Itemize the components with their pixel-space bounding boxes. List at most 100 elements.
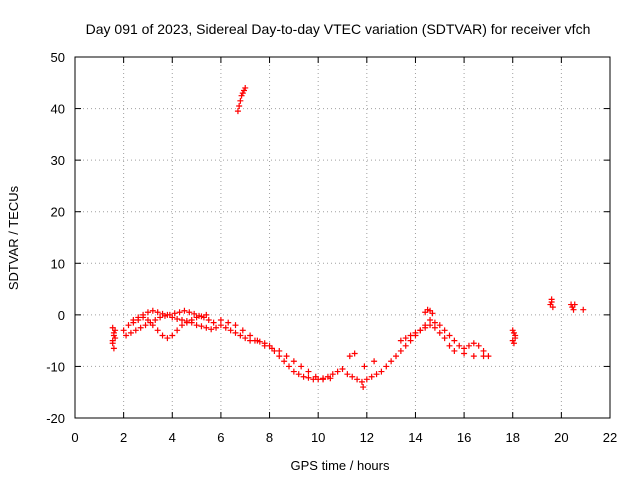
data-point [371,358,378,365]
data-point [548,296,555,303]
data-point [361,363,368,370]
data-point [109,337,116,344]
data-point [402,335,409,342]
data-point [174,315,181,322]
data-point [149,322,156,329]
data-point [127,329,134,336]
data-point [465,342,472,349]
x-tick-label: 14 [408,430,422,445]
data-point [300,373,307,380]
data-point [446,332,453,339]
y-tick-label: 0 [58,308,65,323]
data-point [144,317,151,324]
data-point [358,378,365,385]
data-point [327,375,334,382]
data-point [422,324,429,331]
data-point [154,327,161,334]
data-point [378,368,385,375]
data-point [305,374,312,381]
data-point [397,347,404,354]
data-point [407,337,414,344]
data-point [247,332,254,339]
data-point [144,309,151,316]
data-point [237,332,244,339]
data-point [429,310,436,317]
x-tick-label: 10 [311,430,325,445]
data-point [123,332,130,339]
data-point [120,327,127,334]
data-point [427,317,434,324]
y-axis-label: SDTVAR / TECUs [6,185,21,290]
data-point [276,353,283,360]
data-point [512,335,519,342]
data-point [436,329,443,336]
data-point [142,322,149,329]
data-point [344,371,351,378]
y-tick-label: 30 [51,153,65,168]
data-point [276,347,283,354]
data-point [346,353,353,360]
y-tick-label: 40 [51,102,65,117]
data-point [461,350,468,357]
data-point [388,358,395,365]
data-point [183,319,190,326]
data-point [159,332,166,339]
data-point [193,314,200,321]
data-point [571,301,578,308]
data-point [441,327,448,334]
grid-lines [75,57,610,418]
data-point [236,102,243,109]
data-point [110,332,117,339]
data-point [198,313,205,320]
y-tick-label: 20 [51,205,65,220]
x-tick-label: 20 [554,430,568,445]
data-point [217,322,224,329]
data-point [402,342,409,349]
data-point [397,337,404,344]
data-point [281,358,288,365]
data-point [110,345,117,352]
data-point [383,363,390,370]
data-point [283,353,290,360]
data-point [549,304,556,311]
data-point [188,317,195,324]
data-point [261,342,268,349]
x-tick-label: 12 [360,430,374,445]
x-tick-label: 4 [169,430,176,445]
data-point [475,342,482,349]
data-point [154,309,161,316]
data-point [171,310,178,317]
data-point [164,335,171,342]
data-point [268,345,275,352]
data-point [295,371,302,378]
data-point [431,324,438,331]
data-point [570,306,577,313]
data-point [232,322,239,329]
data-point [137,324,144,331]
x-tick-label: 0 [71,430,78,445]
data-point [510,340,517,347]
x-tick-label: 2 [120,430,127,445]
data-point [349,373,356,380]
data-point [480,353,487,360]
data-point [436,322,443,329]
data-point [125,322,132,329]
data-point [198,323,205,330]
data-point [456,342,463,349]
data-point [203,311,210,318]
data-point [393,353,399,360]
data-point [225,319,232,326]
data-point [451,347,458,354]
data-point [480,347,487,354]
data-point [149,307,156,314]
data-point [213,324,220,331]
data-point [169,332,176,339]
data-point [417,327,424,334]
data-point [217,317,224,324]
data-point [234,108,241,115]
data-point [242,335,249,342]
data-point [373,371,380,378]
data-point [205,317,212,324]
data-point [412,329,419,336]
data-point [232,329,239,336]
